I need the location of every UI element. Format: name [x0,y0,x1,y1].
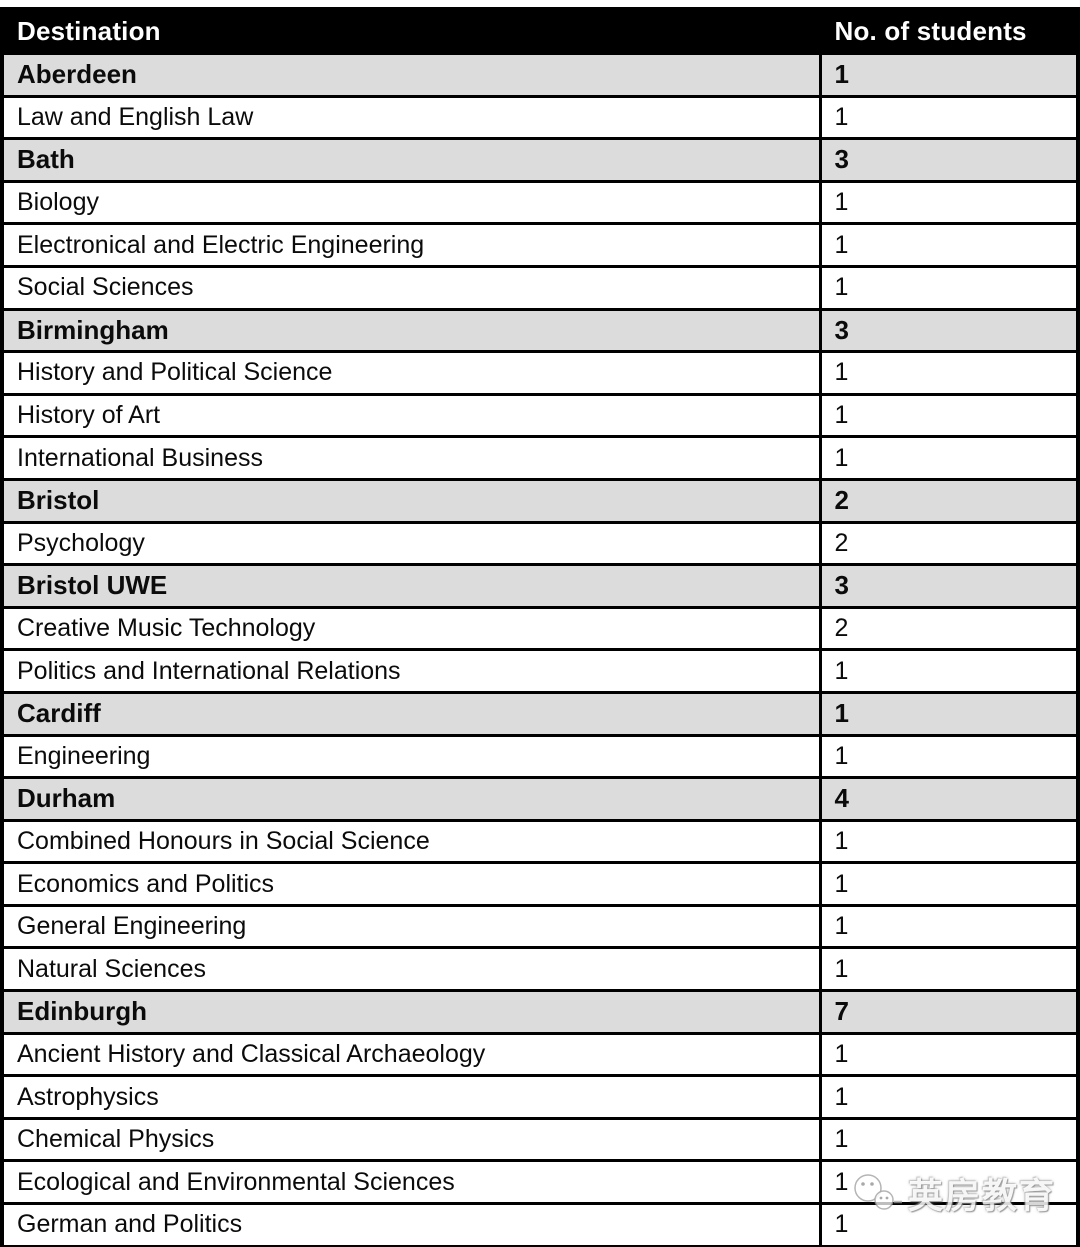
destination-cell: Economics and Politics [0,861,822,907]
destination-cell: Bath [0,137,822,183]
destination-cell: Engineering [0,733,822,780]
course-row: International Business 1 [0,435,1080,481]
destination-cell: Combined Honours in Social Science [0,818,822,865]
students-count-cell: 1 [818,818,1080,865]
students-count-cell: 3 [818,307,1080,354]
section-row: Bath 3 [0,137,1080,183]
destination-cell: Astrophysics [0,1074,822,1120]
section-row: Cardiff 1 [0,690,1080,737]
course-row: Creative Music Technology 2 [0,605,1080,652]
students-count-cell: 1 [818,861,1080,907]
destination-cell: Natural Sciences [0,946,822,993]
students-count-cell: 1 [818,435,1080,481]
course-row: Chemical Physics 1 [0,1116,1080,1163]
destination-cell: Cardiff [0,690,822,737]
students-count-cell: 1 [818,690,1080,737]
destination-cell: Bristol UWE [0,563,822,609]
course-row: Ancient History and Classical Archaeolog… [0,1031,1080,1078]
course-row: German and Politics 1 [0,1202,1080,1247]
students-count-cell: 1 [818,392,1080,439]
students-count-cell: 1 [818,264,1080,311]
students-count-cell: 1 [818,1074,1080,1120]
students-count-cell: 1 [818,946,1080,993]
destination-cell: Ancient History and Classical Archaeolog… [0,1031,822,1078]
students-count-cell: 1 [818,350,1080,396]
destination-cell: Politics and International Relations [0,648,822,694]
destination-cell: Chemical Physics [0,1116,822,1163]
destination-cell: Biology [0,179,822,226]
students-count-cell: 1 [818,1031,1080,1078]
students-count-cell: 1 [818,52,1080,98]
table-body: Aberdeen 1 Law and English Law 1 Bath 3 Biolog… [0,52,1080,1247]
students-count-cell: 1 [818,648,1080,694]
course-row: History of Art 1 [0,392,1080,439]
students-count-cell: 3 [818,563,1080,609]
students-count-cell: 1 [818,179,1080,226]
column-header-destination: Destination [0,7,822,55]
students-count-cell: 1 [818,903,1080,950]
course-row: Ecological and Environmental Sciences 1 [0,1159,1080,1206]
destination-cell: Social Sciences [0,264,822,311]
course-row: Natural Sciences 1 [0,946,1080,993]
section-row: Bristol UWE 3 [0,563,1080,609]
destination-cell: Edinburgh [0,989,822,1035]
destination-cell: Durham [0,776,822,822]
destination-cell: History and Political Science [0,350,822,396]
destination-cell: Aberdeen [0,52,822,98]
destination-cell: Electronical and Electric Engineering [0,222,822,268]
destination-cell: General Engineering [0,903,822,950]
course-row: History and Political Science 1 [0,350,1080,396]
course-row: Social Sciences 1 [0,264,1080,311]
students-count-cell: 2 [818,605,1080,652]
students-count-cell: 4 [818,776,1080,822]
header-row: Destination No. of students [0,7,1080,55]
destination-cell: International Business [0,435,822,481]
students-count-cell: 1 [818,1116,1080,1163]
destination-cell: Bristol [0,477,822,524]
section-row: Edinburgh 7 [0,989,1080,1035]
section-row: Aberdeen 1 [0,52,1080,98]
students-count-cell: 2 [818,520,1080,567]
section-row: Bristol 2 [0,477,1080,524]
students-count-cell: 2 [818,477,1080,524]
section-row: Birmingham 3 [0,307,1080,354]
course-row: Law and English Law 1 [0,94,1080,141]
destinations-table: Destination No. of students Aberdeen 1 Law… [0,7,1080,1247]
column-header-students: No. of students [818,7,1080,55]
students-count-cell: 7 [818,989,1080,1035]
destination-cell: History of Art [0,392,822,439]
destination-cell: Birmingham [0,307,822,354]
students-count-cell: 3 [818,137,1080,183]
course-row: Psychology 2 [0,520,1080,567]
destination-cell: Creative Music Technology [0,605,822,652]
students-count-cell: 1 [818,222,1080,268]
destination-cell: Psychology [0,520,822,567]
course-row: Politics and International Relations 1 [0,648,1080,694]
destination-cell: Law and English Law [0,94,822,141]
course-row: Electronical and Electric Engineering 1 [0,222,1080,268]
course-row: Astrophysics 1 [0,1074,1080,1120]
students-count-cell: 1 [818,1159,1080,1206]
course-row: Combined Honours in Social Science 1 [0,818,1080,865]
course-row: Economics and Politics 1 [0,861,1080,907]
students-count-cell: 1 [818,733,1080,780]
students-count-cell: 1 [818,1202,1080,1247]
course-row: General Engineering 1 [0,903,1080,950]
section-row: Durham 4 [0,776,1080,822]
course-row: Engineering 1 [0,733,1080,780]
students-count-cell: 1 [818,94,1080,141]
table-header: Destination No. of students [0,7,1080,55]
course-row: Biology 1 [0,179,1080,226]
destination-cell: Ecological and Environmental Sciences [0,1159,822,1206]
destination-cell: German and Politics [0,1202,822,1247]
